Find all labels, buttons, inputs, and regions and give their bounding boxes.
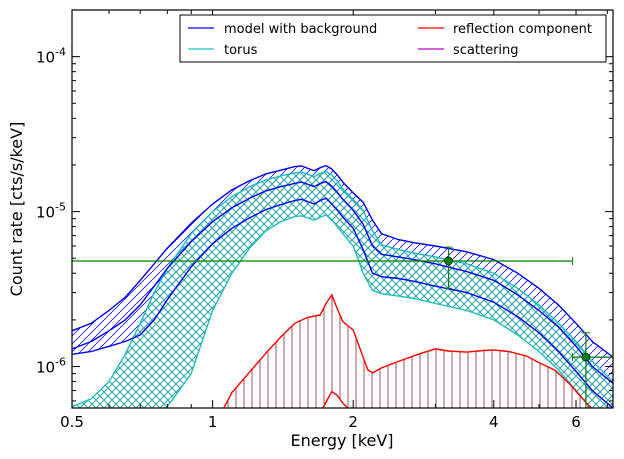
- x-tick-label: 0.5: [60, 413, 84, 431]
- y-tick-label: 10-6: [36, 356, 66, 377]
- x-axis-label: Energy [keV]: [290, 431, 393, 450]
- axis-ticks: 0.5 1 2 4 6 10-6 10-5 10-4: [36, 10, 613, 431]
- x-tick-label: 6: [571, 413, 581, 431]
- model-lower-line: [72, 197, 613, 408]
- legend-label-torus: torus: [224, 43, 258, 58]
- plot-area: [72, 164, 613, 408]
- x-tick-label: 1: [208, 413, 218, 431]
- model-upper-line: [72, 164, 613, 358]
- reflection-band: [223, 294, 591, 408]
- reflection-upper-line: [223, 293, 592, 408]
- data-point-2: [581, 352, 591, 362]
- legend-label-reflection: reflection component: [453, 22, 592, 37]
- torus-band: [72, 171, 613, 408]
- data-point-1: [444, 256, 453, 266]
- model-center-line: [72, 180, 613, 384]
- legend-box: [179, 14, 607, 63]
- legend-label-model: model with background: [224, 22, 377, 37]
- legend-label-scattering: scattering: [453, 43, 519, 58]
- y-tick-label: 10-5: [36, 201, 66, 222]
- y-tick-label: 10-4: [36, 46, 66, 67]
- y-axis-label: Count rate [cts/s/keV]: [7, 122, 26, 297]
- x-tick-label: 2: [348, 413, 358, 431]
- legend: model with background reflection compone…: [179, 14, 607, 63]
- plot-frame: [71, 9, 614, 409]
- x-tick-label: 4: [489, 413, 499, 431]
